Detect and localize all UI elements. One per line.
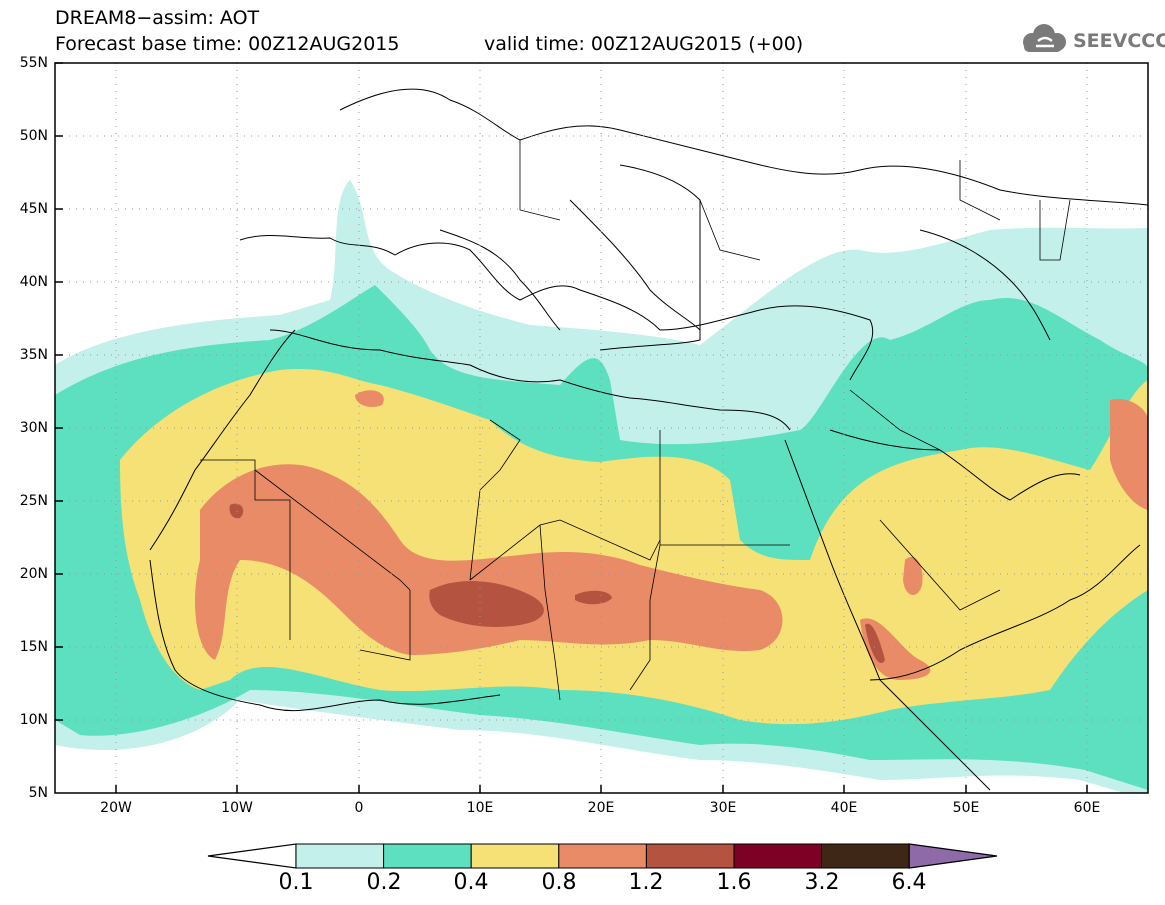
logo-text: SEEVCCC <box>1073 30 1165 52</box>
aot-contour-0.8e <box>1110 399 1148 510</box>
y-tick-label: 40N <box>19 274 48 290</box>
y-tick-label: 45N <box>19 201 48 217</box>
borders <box>200 140 1071 701</box>
aot-contour-1.2c <box>229 503 244 519</box>
axis-ticks <box>55 62 1088 793</box>
seevccc-logo <box>1023 24 1066 52</box>
y-tick-label: 50N <box>19 128 48 144</box>
colorbar-swatch-0.8 <box>558 843 647 869</box>
x-tick-label: 10W <box>221 800 253 816</box>
colorbar-label: 1.6 <box>716 870 752 895</box>
colorbar-label: 6.4 <box>891 870 927 895</box>
aot-contour-1.2d <box>865 623 885 664</box>
aot-contour-1.2 <box>429 580 544 627</box>
aot-field <box>55 63 1148 793</box>
colorbar-label: 0.4 <box>453 870 489 895</box>
y-tick-label: 25N <box>19 493 48 509</box>
x-tick-label: 50E <box>952 800 980 816</box>
colorbar-label: 0.2 <box>366 870 402 895</box>
graticule <box>55 63 1148 793</box>
forecast-base-time: Forecast base time: 00Z12AUG2015 <box>55 33 400 55</box>
colorbar-label: 3.2 <box>804 870 840 895</box>
x-tick-label: 40E <box>830 800 858 816</box>
aot-contour-0.8d <box>355 390 384 407</box>
x-tick-label: 60E <box>1073 800 1101 816</box>
x-tick-label: 10E <box>466 800 494 816</box>
colorbar-arrow-high <box>908 843 998 869</box>
x-tick-label: 30E <box>709 800 737 816</box>
y-tick-label: 10N <box>19 712 48 728</box>
y-tick-label: 15N <box>19 639 48 655</box>
colorbar-label: 0.1 <box>278 870 314 895</box>
colorbar-arrow-low <box>207 843 297 869</box>
y-tick-label: 55N <box>19 55 48 71</box>
x-tick-label: 0 <box>354 800 364 816</box>
y-tick-label: 5N <box>28 785 48 801</box>
colorbar-swatch-0.1 <box>295 843 385 869</box>
y-tick-label: 20N <box>19 566 48 582</box>
aot-contour-0.8 <box>195 464 783 660</box>
valid-time: valid time: 00Z12AUG2015 (+00) <box>484 33 804 55</box>
colorbar-swatch-0.2 <box>383 843 472 869</box>
x-tick-label: 20E <box>587 800 615 816</box>
x-tick-label: 20W <box>100 800 132 816</box>
aot-contour-0.8b <box>860 618 931 680</box>
colorbar-swatch-1.2 <box>645 843 735 869</box>
y-tick-label: 30N <box>19 420 48 436</box>
y-tick-label: 35N <box>19 347 48 363</box>
colorbar <box>207 843 998 869</box>
aot-contour-1.2b <box>575 590 612 605</box>
colorbar-swatch-0.4 <box>470 843 560 869</box>
colorbar-swatch-1.6 <box>733 843 823 869</box>
colorbar-swatch-3.2 <box>821 843 910 869</box>
colorbar-label: 1.2 <box>628 870 664 895</box>
colorbar-label: 0.8 <box>541 870 577 895</box>
coastlines <box>149 88 1148 791</box>
map-title: DREAM8−assim: AOT <box>55 7 260 29</box>
aot-contour-0.8c <box>903 556 923 596</box>
